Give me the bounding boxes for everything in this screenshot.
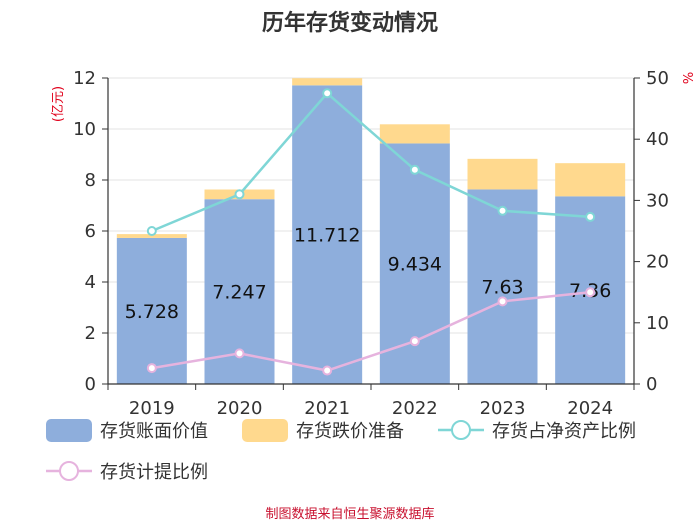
line-point <box>322 365 333 376</box>
y-right-tick-label: 10 <box>646 313 669 334</box>
bar-value-label: 9.434 <box>388 254 442 276</box>
axes: 0 2 4 6 8 10 12 0 10 20 30 40 50 2019 2020 2021 2022 2023… <box>73 68 669 419</box>
legend-swatch <box>46 419 92 442</box>
legend-label: 存货占净资产比例 <box>492 421 636 442</box>
y-right-tick-label: 30 <box>646 190 669 211</box>
legend-label: 存货跌价准备 <box>296 421 404 442</box>
y-right-tick-label: 20 <box>646 252 669 273</box>
bar-impairment <box>116 234 187 238</box>
y-left-tick-label: 8 <box>85 170 96 191</box>
legend-marker <box>59 461 79 481</box>
line-point <box>585 287 596 298</box>
y-left-unit: (亿元) <box>51 86 66 122</box>
line-point <box>585 211 596 222</box>
series-lines <box>146 88 596 376</box>
line-point <box>322 88 333 99</box>
line-point <box>409 164 420 175</box>
line-point <box>146 226 157 236</box>
line-point <box>234 189 245 200</box>
y-right-tick-label: 50 <box>646 68 669 89</box>
y-left-tick-label: 4 <box>85 272 96 293</box>
x-tick-label: 2024 <box>567 398 613 419</box>
line-net-asset-ratio <box>151 91 591 233</box>
x-tick-label: 2021 <box>304 398 350 419</box>
y-left-tick-label: 6 <box>85 221 96 242</box>
bar-value-label: 7.247 <box>212 282 266 304</box>
legend-marker <box>451 420 471 440</box>
bar-value-label: 5.728 <box>125 301 179 323</box>
y-right-tick-label: 0 <box>646 374 657 395</box>
bar-impairment <box>379 124 450 144</box>
x-tick-label: 2020 <box>217 398 263 419</box>
bar-book-value <box>116 237 187 384</box>
chart-title: 历年存货变动情况 <box>262 10 438 36</box>
x-tick-label: 2019 <box>129 398 175 419</box>
y-right-unit: % <box>682 72 697 84</box>
footer-source: 制图数据来自恒生聚源数据库 <box>265 506 434 522</box>
bar-impairment <box>467 158 538 190</box>
legend-label: 存货账面价值 <box>100 421 208 442</box>
bar-impairment <box>555 163 626 197</box>
grid-lines <box>108 77 634 334</box>
line-point <box>234 348 245 359</box>
legend-swatch <box>242 419 288 442</box>
line-point <box>146 363 157 374</box>
bar-impairment <box>292 78 363 86</box>
bar-value-label: 7.63 <box>481 277 523 299</box>
line-point <box>409 336 420 347</box>
line-point <box>497 205 508 216</box>
legend-label: 存货计提比例 <box>100 462 208 483</box>
line-provision-ratio <box>151 290 591 372</box>
line-point <box>497 296 508 307</box>
x-tick-label: 2023 <box>480 398 526 419</box>
bar-book-value <box>292 85 363 385</box>
y-left-tick-label: 0 <box>85 374 96 395</box>
y-right-tick-label: 40 <box>646 129 669 150</box>
x-tick-label: 2022 <box>392 398 438 419</box>
y-left-tick-label: 10 <box>73 119 96 140</box>
y-left-tick-label: 12 <box>73 68 96 89</box>
y-left-tick-label: 2 <box>85 323 96 344</box>
bar-value-label: 11.712 <box>294 225 360 247</box>
bar-book-value <box>467 189 538 384</box>
